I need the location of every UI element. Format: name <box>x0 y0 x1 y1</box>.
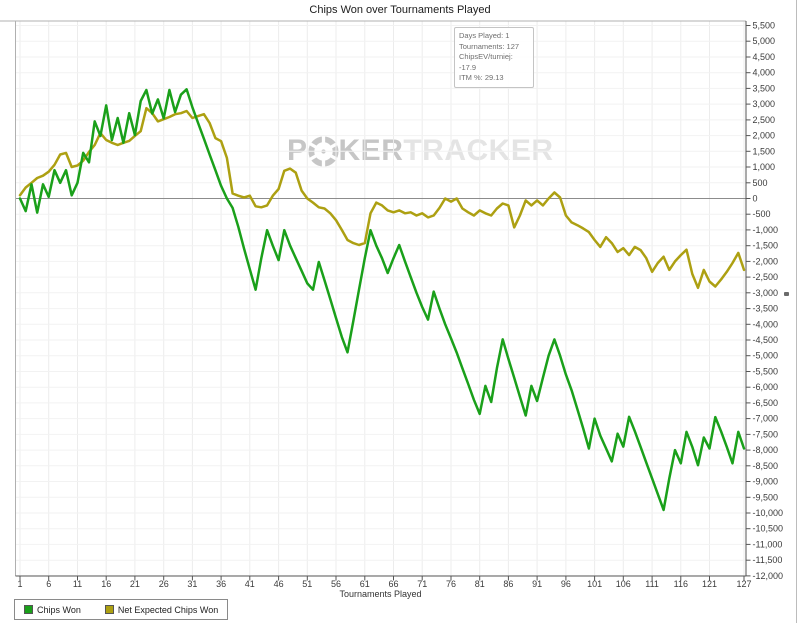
x-tick-label: 11 <box>73 579 82 589</box>
watermark-text-tracker: TRACKER <box>403 134 554 167</box>
x-tick-label: 31 <box>187 579 197 589</box>
grid-lines <box>15 21 746 577</box>
window-right-border <box>796 0 797 623</box>
y-tick-label: 1,500 <box>753 146 776 156</box>
y-tick-label: 5,500 <box>753 21 776 31</box>
x-axis: 1 6 11 16 21 26 31 36 41 46 51 56 61 66 71 76 81 86 91 96 10… <box>17 576 752 589</box>
y-axis: 5,500 5,000 4,500 4,000 3,500 3,000 2,500 2,000… <box>746 21 783 581</box>
x-tick-label: 86 <box>503 579 513 589</box>
x-tick-label: 106 <box>616 579 631 589</box>
pokertracker-watermark: P KER TRACKER <box>287 134 554 168</box>
y-tick-label: 2,500 <box>753 115 776 125</box>
x-tick-label: 36 <box>216 579 226 589</box>
watermark-text-p: P <box>287 134 308 167</box>
stat-days-played: Days Played: 1 <box>459 31 510 40</box>
y-tick-label: 4,500 <box>753 52 776 62</box>
series-line-chips-won <box>18 88 746 512</box>
y-tick-label: 500 <box>753 178 768 188</box>
plot-frame <box>0 20 747 577</box>
y-tick-label: -8,000 <box>753 445 779 455</box>
y-tick-label: 3,500 <box>753 83 776 93</box>
y-tick-label: 0 <box>753 194 758 204</box>
x-tick-label: 46 <box>274 579 284 589</box>
y-tick-label: -500 <box>753 209 771 219</box>
x-tick-label: 96 <box>561 579 571 589</box>
x-tick-label: 26 <box>159 579 169 589</box>
stat-itm-percent: ITM %: 29.13 <box>459 73 504 82</box>
x-tick-label: 111 <box>645 579 659 589</box>
x-tick-label: 16 <box>101 579 111 589</box>
y-tick-label: -9,000 <box>753 477 779 487</box>
y-axis-mark <box>784 292 789 296</box>
net-expected-swatch-icon <box>104 605 114 614</box>
x-tick-label: 76 <box>446 579 456 589</box>
y-tick-label: -3,500 <box>753 304 779 314</box>
y-tick-label: -4,000 <box>753 319 779 329</box>
x-tick-label: 51 <box>302 579 312 589</box>
x-tick-label: 101 <box>587 579 602 589</box>
watermark-text-ker: KER <box>338 134 404 167</box>
stat-chips-ev: ChipsEV/turniej: -17.9 <box>459 52 513 72</box>
legend-label-chips-won: Chips Won <box>37 604 81 615</box>
y-tick-label: -8,500 <box>753 461 779 471</box>
x-tick-label: 6 <box>46 579 51 589</box>
legend-item-chips-won: Chips Won <box>24 605 81 615</box>
x-tick-label: 66 <box>388 579 398 589</box>
y-tick-label: 3,000 <box>753 99 776 109</box>
y-tick-label: -2,500 <box>753 272 779 282</box>
y-tick-label: -2,000 <box>753 256 779 266</box>
x-tick-label: 56 <box>331 579 341 589</box>
y-tick-label: -11,000 <box>753 539 783 549</box>
x-tick-label: 91 <box>532 579 542 589</box>
stat-tournaments: Tournaments: 127 <box>459 41 520 51</box>
x-tick-label: 71 <box>417 579 427 589</box>
legend-item-net-expected: Net Expected Chips Won <box>104 604 219 615</box>
y-tick-label: -11,500 <box>753 555 783 565</box>
y-tick-label: -7,000 <box>753 414 779 424</box>
x-tick-label: 127 <box>736 579 751 589</box>
y-tick-label: -9,500 <box>753 492 779 502</box>
y-tick-label: -10,000 <box>753 508 784 518</box>
legend-label-net-expected: Net Expected Chips Won <box>117 604 219 615</box>
y-tick-label: -6,000 <box>753 382 779 392</box>
y-tick-label: -6,500 <box>753 398 779 408</box>
x-tick-label: 21 <box>130 579 140 589</box>
x-tick-label: 116 <box>674 579 688 589</box>
y-tick-label: -5,500 <box>753 367 779 377</box>
series-line-net-expected-chips-won <box>18 106 746 290</box>
x-tick-label: 41 <box>245 579 255 589</box>
y-tick-label: -1,500 <box>753 241 779 251</box>
y-tick-label: -1,000 <box>753 225 779 235</box>
y-tick-label: -7,500 <box>753 429 779 439</box>
y-tick-label: 5,000 <box>753 36 776 46</box>
y-tick-label: -4,500 <box>753 335 779 345</box>
chart-legend: Chips Won Net Expected Chips Won <box>14 599 229 620</box>
x-tick-label: 1 <box>17 579 22 589</box>
y-tick-label: 2,000 <box>753 131 776 141</box>
y-tick-label: -12,000 <box>753 571 784 581</box>
x-tick-label: 81 <box>475 579 485 589</box>
x-axis-title: Tournaments Played <box>339 589 422 599</box>
y-tick-label: -5,000 <box>753 351 779 361</box>
chips-won-swatch-icon <box>24 605 33 614</box>
y-tick-label: 1,000 <box>753 162 776 172</box>
x-tick-label: 61 <box>360 579 370 589</box>
x-tick-label: 121 <box>702 579 717 589</box>
stats-info-box: Days Played: 1 Tournaments: 127 ChipsEV/… <box>454 27 534 88</box>
y-tick-label: -3,000 <box>753 288 779 298</box>
y-tick-label: -10,500 <box>753 524 784 534</box>
chart-title: Chips Won over Tournaments Played <box>309 4 491 16</box>
y-tick-label: 4,000 <box>753 68 776 78</box>
